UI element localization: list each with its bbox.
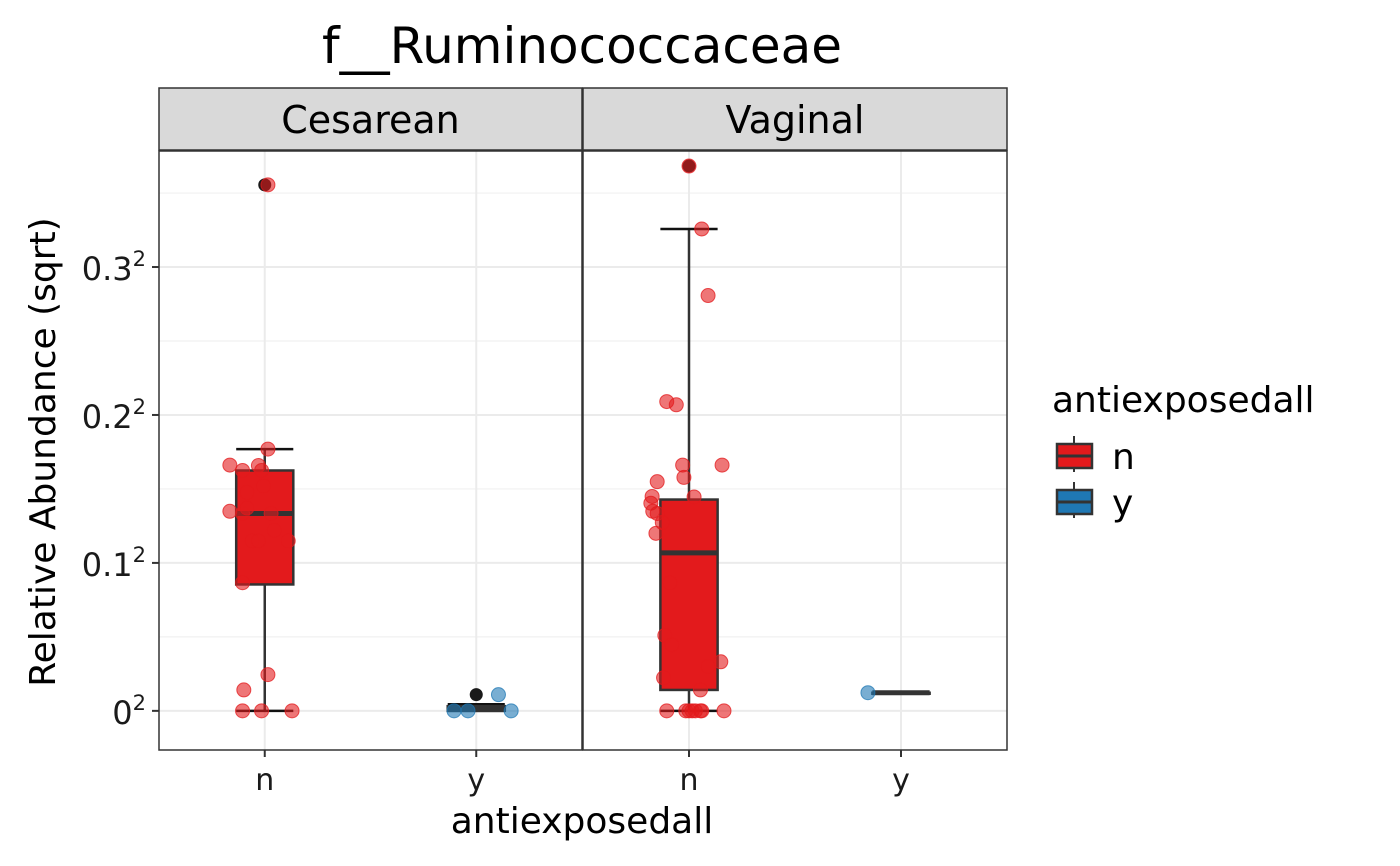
legend-item-n: n (1055, 436, 1135, 478)
data-point-n (250, 533, 266, 549)
data-point-n (694, 703, 710, 719)
y-tick-label: 0.32 (82, 247, 146, 288)
data-point-y (860, 685, 876, 701)
box-y (871, 690, 931, 696)
data-point-n (280, 533, 296, 549)
strip-label: Cesarean (281, 98, 460, 142)
data-point-n (692, 682, 708, 698)
legend-item-y: y (1055, 482, 1133, 524)
strip-background (582, 87, 1008, 151)
data-point-n (260, 441, 276, 457)
data-point-n (239, 484, 255, 500)
box-outlier (469, 688, 483, 702)
data-point-n (648, 525, 664, 541)
data-point-n (254, 703, 270, 719)
data-point-n (260, 667, 276, 683)
y-tick-label: 0.22 (82, 395, 146, 436)
data-point-n (713, 654, 729, 670)
data-point-n (700, 658, 716, 674)
data-point-n (260, 177, 276, 193)
panel-background (159, 151, 582, 750)
data-point-n (255, 478, 271, 494)
x-tick-label: n (255, 763, 274, 798)
panel-cesarean: Cesarean n y (158, 87, 583, 798)
legend: antiexposedall ny (1052, 380, 1315, 524)
data-point-n (668, 397, 684, 413)
data-point-n (649, 474, 665, 490)
data-point-n (235, 703, 251, 719)
data-point-n (716, 703, 732, 719)
x-tick-label: y (892, 763, 910, 798)
data-point-n (284, 703, 300, 719)
facet-panels: Cesarean n y Vaginal n y (158, 87, 1008, 798)
strip-background (158, 87, 583, 151)
data-point-n (250, 458, 266, 474)
box-body (659, 498, 719, 692)
data-point-n (714, 457, 730, 473)
data-point-y (490, 687, 506, 703)
data-point-n (686, 489, 702, 505)
data-point-n (694, 221, 710, 237)
legend-item-label: n (1112, 437, 1135, 478)
data-point-n (700, 288, 716, 304)
data-point-n (664, 637, 680, 653)
data-point-n (222, 503, 238, 519)
data-point-n (222, 457, 238, 473)
data-point-n (266, 522, 282, 538)
data-point-n (676, 469, 692, 485)
y-axis-label: Relative Abundance (sqrt) (23, 217, 64, 686)
chart-title: f__Ruminococcaceae (322, 17, 842, 75)
panel-border (158, 150, 583, 751)
data-point-n (681, 158, 697, 174)
data-point-n (235, 462, 251, 478)
x-tick-label: n (679, 763, 698, 798)
panel-border (582, 150, 1008, 751)
data-point-y (446, 703, 462, 719)
strip-label: Vaginal (726, 98, 865, 142)
panel-vaginal: Vaginal n y (582, 87, 1008, 798)
x-axis-label: antiexposedall (451, 801, 714, 842)
y-tick-label: 02 (112, 691, 146, 732)
data-point-y (503, 703, 519, 719)
box-n (659, 159, 719, 713)
data-point-n (662, 575, 678, 591)
legend-item-label: y (1112, 483, 1133, 524)
legend-title: antiexposedall (1052, 380, 1315, 421)
data-point-n (675, 457, 691, 473)
data-point-n (656, 670, 672, 686)
y-axis-ticks: 02 0.12 0.22 0.32 (82, 247, 159, 732)
panel-background (583, 151, 1007, 750)
y-tick-label: 0.12 (82, 543, 146, 584)
data-point-n (263, 505, 279, 521)
data-point-y (460, 703, 476, 719)
data-point-n (239, 500, 255, 516)
x-tick-label: y (467, 763, 485, 798)
data-point-n (659, 703, 675, 719)
data-point-n (235, 575, 251, 591)
data-point-n (236, 682, 252, 698)
